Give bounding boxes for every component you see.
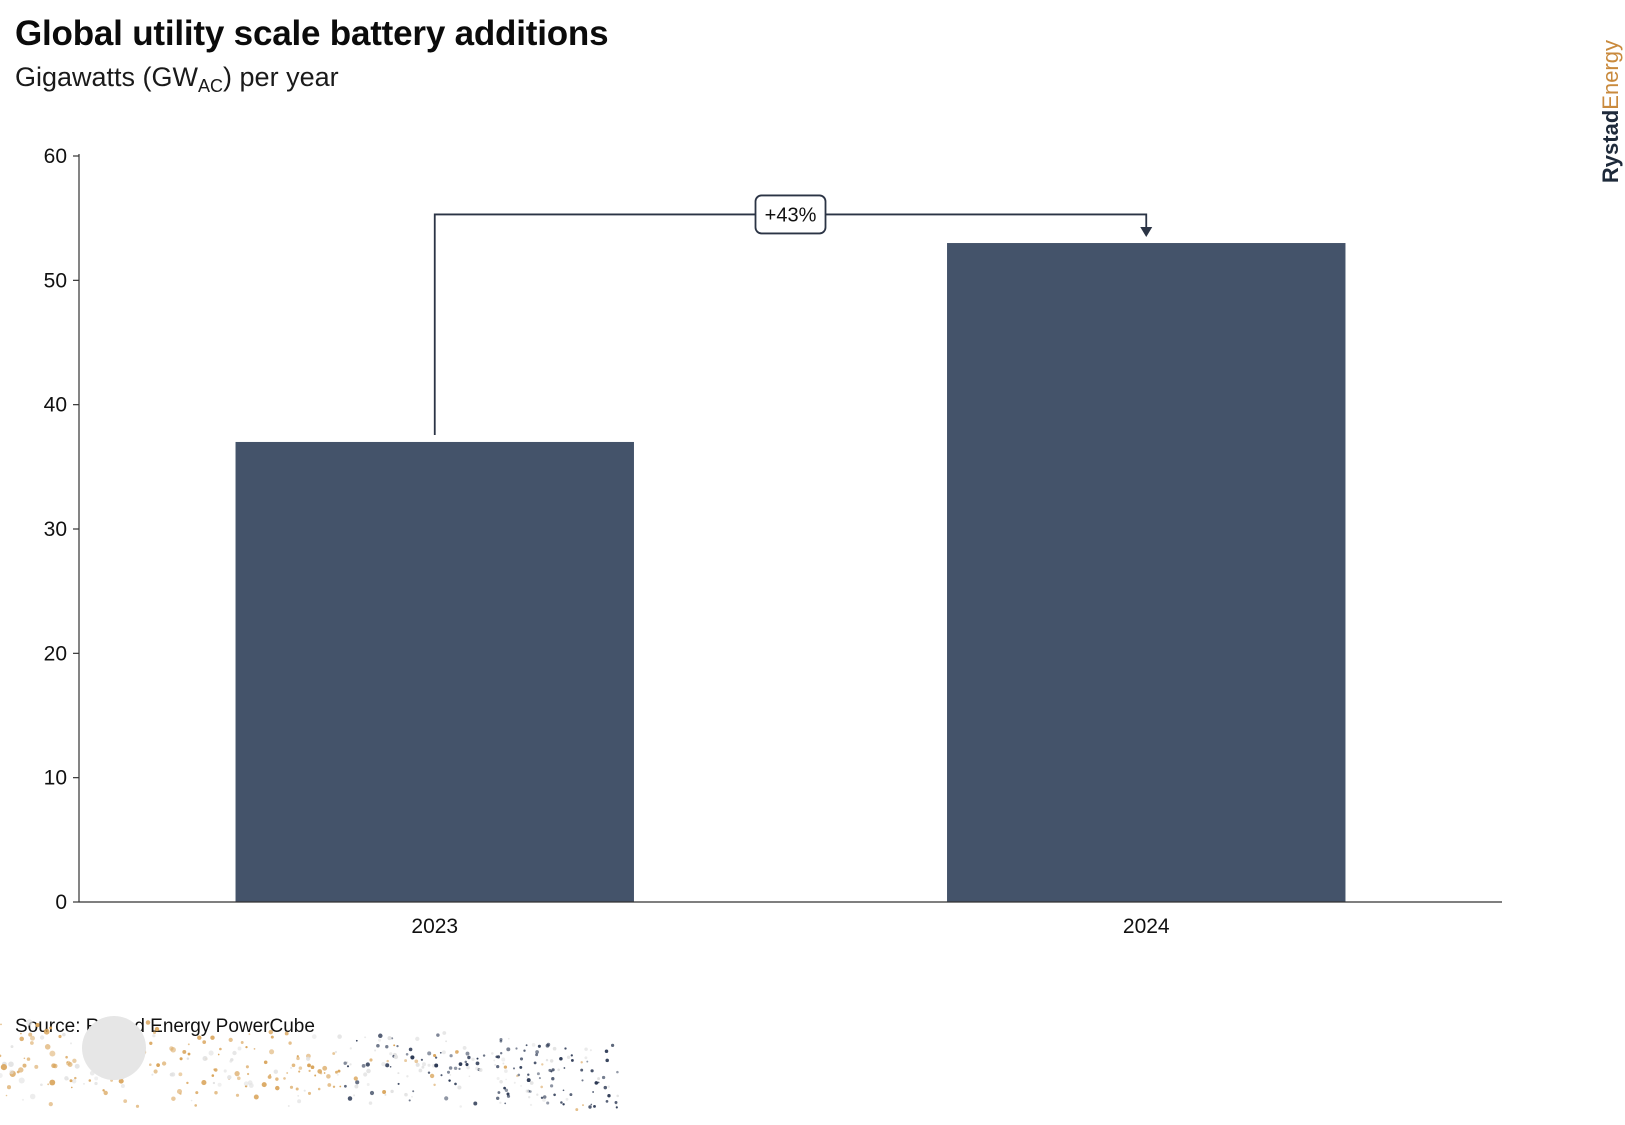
y-tick-label: 50 <box>44 269 67 292</box>
decorative-circle <box>82 1016 146 1080</box>
dot-pattern <box>0 1019 619 1112</box>
growth-label-box <box>754 194 827 235</box>
subtitle-subscript: AC <box>198 76 224 96</box>
y-tick-label: 30 <box>44 518 67 541</box>
y-tick-label: 40 <box>44 394 67 417</box>
bar-chart: 0 10 20 30 40 50 60 2023 2024 +43% <box>44 145 1502 938</box>
growth-label: +43% <box>765 204 817 226</box>
bar-2023 <box>235 441 634 902</box>
bar-2024 <box>947 243 1346 903</box>
x-tick-label: 2024 <box>1123 915 1170 938</box>
decorative-dots <box>0 1016 619 1112</box>
subtitle-main: Gigawatts (GW <box>15 62 199 92</box>
x-tick-label: 2023 <box>411 915 458 938</box>
y-tick-label: 60 <box>44 145 67 168</box>
growth-arrowhead <box>1140 227 1153 238</box>
chart-subtitle: Gigawatts (GWAC) per year <box>15 62 339 97</box>
y-tick-label: 10 <box>44 767 67 790</box>
chart-title: Global utility scale battery additions <box>15 14 609 53</box>
subtitle-end: ) per year <box>223 62 339 92</box>
y-tick-label: 20 <box>44 642 67 665</box>
y-tick-label: 0 <box>55 891 67 914</box>
